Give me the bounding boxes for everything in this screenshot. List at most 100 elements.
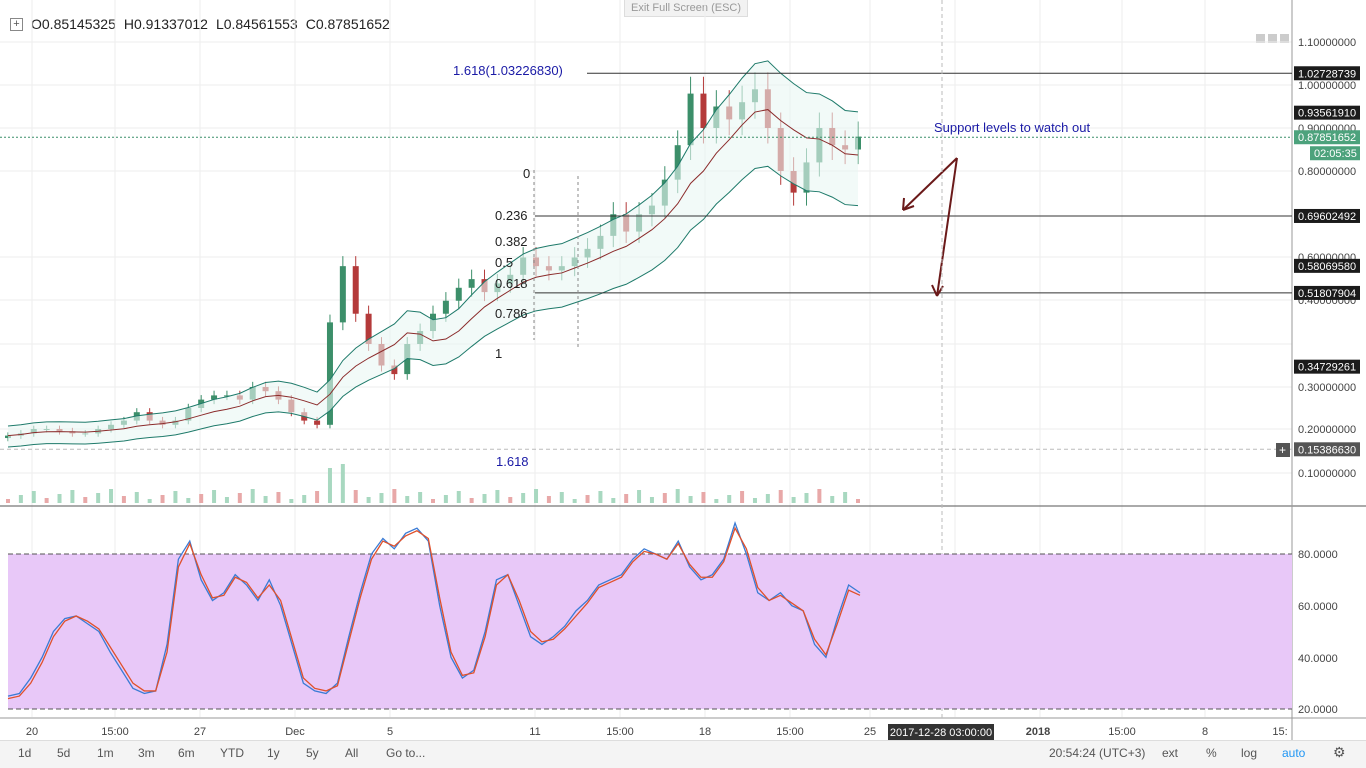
price-tag-box xyxy=(1294,442,1360,457)
exit-fullscreen-button[interactable]: Exit Full Screen (ESC) xyxy=(624,0,748,17)
low-value: L0.84561553 xyxy=(215,16,298,32)
log-toggle[interactable]: log xyxy=(1241,746,1258,760)
percent-toggle[interactable]: % xyxy=(1206,746,1217,760)
candle-body xyxy=(352,266,359,314)
volume-bar xyxy=(559,492,564,503)
volume-bar xyxy=(611,498,616,503)
volume-bar xyxy=(830,496,835,503)
range-5d[interactable]: 5d xyxy=(57,746,71,760)
countdown-box xyxy=(1310,146,1360,161)
candle-body xyxy=(455,287,462,301)
oscillator-axis-label: 80.0000 xyxy=(1298,549,1338,561)
price-tag-label: 1.02728739 xyxy=(1298,68,1356,80)
range-3m[interactable]: 3m xyxy=(138,746,155,760)
volume-bar xyxy=(340,464,345,503)
oscillator-band xyxy=(8,554,1292,709)
price-tag-box xyxy=(1294,208,1360,223)
restore-icon[interactable] xyxy=(1268,34,1277,43)
volume-bar xyxy=(405,496,410,503)
moving-average-line xyxy=(7,109,859,437)
range-1y[interactable]: 1y xyxy=(267,746,280,760)
range-all[interactable]: All xyxy=(345,746,359,760)
volume-bar xyxy=(843,492,848,503)
countdown-label: 02:05:35 xyxy=(1314,148,1357,160)
bollinger-upper-line xyxy=(7,60,859,427)
volume-bar xyxy=(856,499,860,503)
price-axis-label: 0.30000000 xyxy=(1298,382,1356,394)
volume-bar xyxy=(173,491,178,503)
volume-bar xyxy=(637,490,642,503)
range-1m[interactable]: 1m xyxy=(97,746,114,760)
volume-bar xyxy=(508,497,513,503)
goto-date[interactable]: Go to... xyxy=(386,746,426,760)
volume-bar xyxy=(649,497,654,503)
volume-bar xyxy=(121,496,126,503)
range-1d[interactable]: 1d xyxy=(18,746,32,760)
price-tag-label: 0.58069580 xyxy=(1298,261,1356,273)
extension-label: 1.618(1.03226830) xyxy=(453,63,563,78)
volume-bar xyxy=(804,493,809,503)
stochastic-line xyxy=(7,520,861,697)
price-tag-box xyxy=(1294,359,1360,374)
time-axis-label: 15:00 xyxy=(776,726,804,738)
oscillator-axis-label: 60.0000 xyxy=(1298,601,1338,613)
volume-bar xyxy=(44,498,49,503)
price-tag-box xyxy=(1294,105,1360,120)
auto-toggle[interactable]: auto xyxy=(1282,746,1306,760)
close-pane-icon[interactable] xyxy=(1280,34,1289,43)
settings-gear-icon[interactable]: ⚙ xyxy=(1333,744,1346,760)
candle-body xyxy=(223,395,230,397)
volume-bar xyxy=(521,493,526,503)
arrow-line xyxy=(902,157,958,297)
price-tag-box xyxy=(1294,66,1360,81)
expand-icon[interactable]: + xyxy=(10,17,23,31)
candle-body xyxy=(687,93,694,146)
annotation-text: Support levels to watch out xyxy=(934,120,1090,135)
fib-level-label: 1 xyxy=(495,346,502,361)
volume-bar xyxy=(199,494,204,503)
volume-bar xyxy=(212,490,217,503)
volume-bar xyxy=(18,495,23,503)
volume-bar xyxy=(315,491,320,503)
fib-level-label: 0.236 xyxy=(495,208,528,223)
time-axis-label: 18 xyxy=(699,726,711,738)
fib-level-label: 0.382 xyxy=(495,234,528,249)
range-6m[interactable]: 6m xyxy=(178,746,195,760)
volume-bar xyxy=(147,499,152,503)
range-5y[interactable]: 5y xyxy=(306,746,319,760)
volume-bar xyxy=(31,491,36,503)
volume-bar xyxy=(418,492,423,503)
volume-bar xyxy=(482,494,487,503)
volume-bar xyxy=(353,490,358,503)
volume-bar xyxy=(302,495,307,503)
close-value: C0.87851652 xyxy=(305,16,390,32)
volume-bar xyxy=(57,494,62,503)
bottom-toolbar: 1d 5d 1m 3m 6m YTD 1y 5y All Go to... 20… xyxy=(0,740,1366,768)
stochastic-line xyxy=(7,526,861,700)
range-ytd[interactable]: YTD xyxy=(220,746,244,760)
chart-canvas[interactable]: 0 0.236 0.382 0.5 0.618 0.786 1 1.618 1.618(1.03… xyxy=(0,0,1366,740)
volume-bar xyxy=(534,489,539,503)
price-axis-label: 0.10000000 xyxy=(1298,468,1356,480)
price-axis-label: 0.20000000 xyxy=(1298,424,1356,436)
volume-bar xyxy=(160,495,165,503)
candle-body xyxy=(365,313,372,344)
volume-bar xyxy=(134,492,139,503)
time-axis-label: 11 xyxy=(529,726,540,738)
price-axis-label: 1.00000000 xyxy=(1298,80,1356,92)
time-axis-label: 20 xyxy=(26,726,38,738)
volume-bar xyxy=(237,493,242,503)
maximize-icon[interactable] xyxy=(1256,34,1265,43)
fib-level-label: 1.618 xyxy=(496,454,529,469)
volume-bar xyxy=(624,494,629,503)
fib-level-label: 0.618 xyxy=(495,276,528,291)
price-tag-box xyxy=(1294,258,1360,273)
volume-bar xyxy=(366,497,371,503)
volume-bar xyxy=(662,493,667,503)
candle-body xyxy=(339,266,346,323)
time-axis-label: 15: xyxy=(1272,726,1287,738)
volume-bar xyxy=(96,493,101,503)
volume-bar xyxy=(714,499,719,503)
ext-toggle[interactable]: ext xyxy=(1162,746,1179,760)
price-tag-label: 0.51807904 xyxy=(1298,288,1356,300)
